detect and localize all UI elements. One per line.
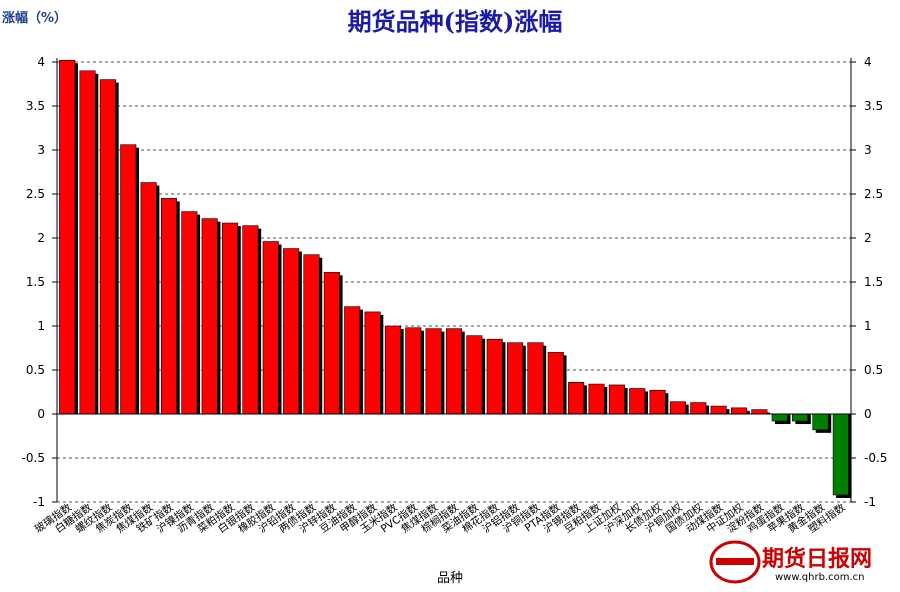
bar — [792, 413, 809, 422]
bar — [364, 311, 381, 415]
y-tick-label-right: -0.5 — [864, 451, 887, 465]
bar — [59, 59, 76, 415]
bars — [59, 59, 852, 498]
y-tick-label-right: 2.5 — [864, 187, 883, 201]
y-tick-label-right: 4 — [864, 55, 872, 69]
bar — [283, 248, 300, 415]
watermark-url: www.qhrb.com.cn — [775, 572, 865, 583]
bar — [608, 384, 625, 415]
y-tick-label-right: 0.5 — [864, 363, 883, 377]
bar — [547, 352, 564, 415]
bar — [669, 401, 686, 415]
bar — [445, 328, 463, 415]
y-tick-label: 4 — [37, 55, 45, 69]
y-tick-label: 1.5 — [26, 275, 45, 289]
logo-bar — [716, 558, 754, 565]
watermark-logo: 期货日报网 www.qhrb.com.cn — [709, 540, 872, 584]
y-tick-label-right: 3 — [864, 143, 872, 157]
y-tick-label-right: 1 — [864, 319, 872, 333]
bar — [242, 225, 259, 415]
bar — [649, 389, 666, 415]
y-tick-label: 3 — [37, 143, 45, 157]
bar — [405, 327, 422, 415]
y-tick-label-right: 3.5 — [864, 99, 883, 113]
y-tick-label: 1 — [37, 319, 45, 333]
watermark-brand: 期货日报网 — [762, 546, 872, 572]
bar — [303, 254, 320, 415]
bar — [486, 338, 503, 415]
bar — [690, 402, 707, 415]
bar — [507, 342, 524, 415]
y-tick-label: -1 — [33, 495, 45, 509]
y-tick-label: 2.5 — [26, 187, 45, 201]
bar — [751, 409, 768, 415]
bar — [384, 325, 401, 415]
x-axis-label: 品种 — [437, 571, 463, 586]
y-tick-label-right: 1.5 — [864, 275, 883, 289]
bar — [832, 413, 849, 496]
y-tick-label: 0 — [37, 407, 45, 421]
bar — [466, 335, 483, 415]
bar — [262, 241, 279, 415]
y-tick-label-right: -1 — [864, 495, 876, 509]
bar — [629, 388, 646, 415]
y-ticks-right: 4 3.5 3 2.5 2 1.5 1 0.5 0 -0.5 -1 — [851, 55, 887, 509]
y-axis-label: 涨幅（%） — [1, 10, 67, 26]
bar — [160, 198, 178, 415]
bar — [344, 306, 361, 415]
axes — [56, 58, 852, 502]
y-tick-label: -0.5 — [22, 451, 45, 465]
bar — [181, 211, 198, 415]
bar — [527, 342, 544, 415]
y-tick-label-right: 2 — [864, 231, 872, 245]
bar — [425, 328, 442, 415]
y-tick-label: 2 — [37, 231, 45, 245]
y-tick-label: 0.5 — [26, 363, 45, 377]
bar — [99, 79, 116, 415]
bar — [79, 70, 96, 415]
y-tick-label: 3.5 — [26, 99, 45, 113]
y-ticks-left: 4 3.5 3 2.5 2 1.5 1 0.5 0 -0.5 -1 — [22, 55, 57, 509]
bar — [730, 407, 748, 415]
bar — [222, 222, 239, 415]
bar — [201, 218, 218, 415]
bar — [812, 413, 829, 431]
bar — [120, 144, 137, 415]
y-tick-label-right: 0 — [864, 407, 872, 421]
bar — [588, 383, 605, 415]
bar — [710, 405, 727, 415]
chart-title: 期货品种(指数)涨幅 — [348, 7, 563, 36]
bar — [771, 413, 788, 422]
logo-ring — [709, 540, 761, 584]
bar — [568, 382, 585, 415]
x-category-labels: 玻璃指数白糖指数螺纹指数焦炭指数焦煤指数铁矿指数沪镍指数沥青指数菜粕指数白银指数… — [32, 501, 848, 536]
bar — [323, 272, 340, 415]
bar — [140, 182, 157, 415]
